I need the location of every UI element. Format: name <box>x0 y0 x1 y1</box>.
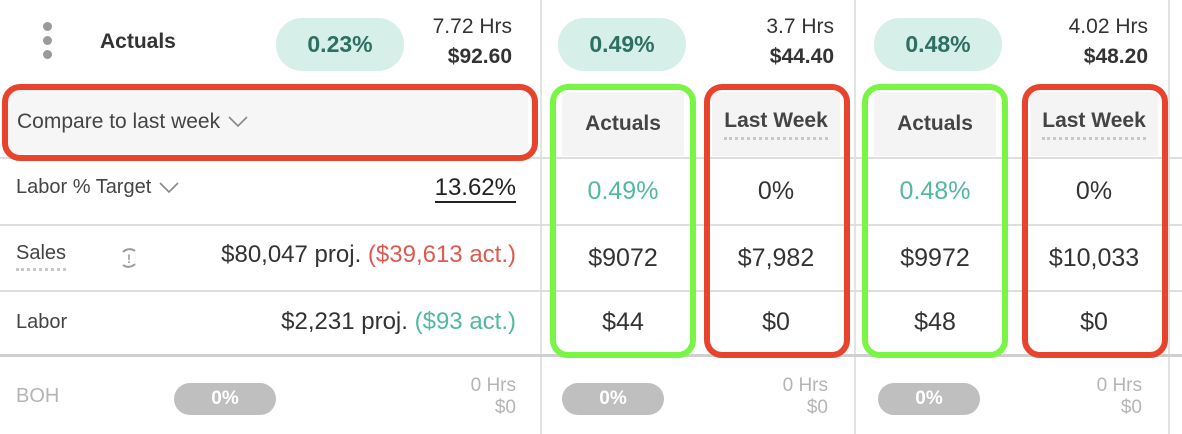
day1-boh-pct-badge: 0% <box>562 383 664 415</box>
day1-lastweek-header-label: Last Week <box>724 109 828 140</box>
day1-hours: 3.7 Hrs $44.40 <box>720 12 834 72</box>
day1-labor-actual: $44 <box>602 307 644 336</box>
column-divider <box>1168 0 1170 434</box>
chevron-down-icon <box>159 181 179 194</box>
boh-pct-badge: 0% <box>174 383 276 415</box>
day2-target-actual: 0.48% <box>899 176 971 205</box>
sales-label[interactable]: Sales <box>16 242 67 271</box>
day1-labor-lastweek: $0 <box>762 307 790 336</box>
day2-labor-actual: $48 <box>914 307 956 336</box>
chevron-down-icon <box>228 116 248 128</box>
day2-sales-lastweek: $10,033 <box>1048 243 1140 272</box>
labor-target-dropdown[interactable]: Labor % Target <box>16 176 179 199</box>
day1-hrs-value: 3.7 Hrs <box>766 15 834 38</box>
day2-actuals-header-label: Actuals <box>897 112 973 135</box>
day1-boh-amount-value: $0 <box>806 397 828 418</box>
day2-lastweek-header[interactable]: Last Week <box>1030 92 1158 156</box>
day2-boh-hours: 0 Hrs $0 <box>1044 375 1142 419</box>
boh-hours: 0 Hrs $0 <box>420 375 516 419</box>
day2-amount-value: $48.20 <box>1083 45 1148 68</box>
day1-lastweek-header[interactable]: Last Week <box>712 92 840 156</box>
day1-boh-hrs-value: 0 Hrs <box>782 375 828 396</box>
day1-labor-pct-badge: 0.49% <box>558 18 686 71</box>
sales-projected: $80,047 proj. <box>221 241 362 268</box>
labor-label: Labor <box>16 311 68 333</box>
labor-projected: $2,231 proj. <box>281 308 408 335</box>
boh-hrs-value: 0 Hrs <box>470 375 516 396</box>
day1-target-lastweek: 0% <box>757 176 795 205</box>
day1-actuals-header: Actuals <box>562 92 684 156</box>
sales-projection: $80,047 proj. ($39,613 act.) <box>150 241 516 269</box>
day2-actuals-header: Actuals <box>874 92 996 156</box>
day2-lastweek-header-label: Last Week <box>1042 109 1146 140</box>
day2-hours: 4.02 Hrs $48.20 <box>1030 12 1148 72</box>
day1-amount-value: $44.40 <box>769 45 834 68</box>
svg-text:!: ! <box>127 252 131 266</box>
row-divider <box>0 224 1182 226</box>
day2-boh-hrs-value: 0 Hrs <box>1096 375 1142 396</box>
day2-boh-pct-badge: 0% <box>878 383 980 415</box>
sales-actual: ($39,613 act.) <box>367 241 516 268</box>
compare-label: Compare to last week <box>17 110 221 133</box>
row-divider <box>0 290 1182 292</box>
day2-actuals-highlight <box>862 84 1008 358</box>
column-divider <box>854 0 856 434</box>
day2-labor-lastweek: $0 <box>1080 307 1108 336</box>
day1-target-actual: 0.49% <box>587 176 659 205</box>
compare-highlight <box>2 84 538 161</box>
day1-actuals-highlight <box>550 84 696 358</box>
labor-target-label: Labor % Target <box>16 176 152 198</box>
day2-boh-amount-value: $0 <box>1120 397 1142 418</box>
summary-label: Actuals <box>100 30 176 53</box>
day1-sales-actual: $9072 <box>588 243 658 272</box>
boh-amount-value: $0 <box>494 397 516 418</box>
day2-target-lastweek: 0% <box>1075 176 1113 205</box>
day2-sales-actual: $9972 <box>900 243 970 272</box>
day2-lastweek-highlight <box>1022 84 1168 358</box>
summary-amount-value: $92.60 <box>447 45 512 68</box>
summary-hours: 7.72 Hrs $92.60 <box>400 12 512 72</box>
day2-labor-pct-badge: 0.48% <box>874 18 1002 71</box>
labor-actual: ($93 act.) <box>414 308 516 335</box>
day1-sales-lastweek: $7,982 <box>737 243 815 272</box>
row-divider <box>0 157 1182 159</box>
refresh-icon[interactable]: ! <box>115 244 143 272</box>
summary-labor-pct-badge: 0.23% <box>276 18 404 71</box>
boh-label: BOH <box>16 385 60 407</box>
column-divider <box>540 0 542 434</box>
labor-projection: $2,231 proj. ($93 act.) <box>150 308 516 336</box>
day1-lastweek-highlight <box>704 84 850 358</box>
day2-hrs-value: 4.02 Hrs <box>1068 15 1148 38</box>
day1-boh-hours: 0 Hrs $0 <box>730 375 828 419</box>
summary-hrs-value: 7.72 Hrs <box>432 15 512 38</box>
compare-dropdown[interactable]: Compare to last week <box>8 90 528 154</box>
labor-target-value[interactable]: 13.62% <box>434 174 516 203</box>
kebab-menu-icon[interactable] <box>40 22 54 66</box>
day1-actuals-header-label: Actuals <box>585 112 661 135</box>
